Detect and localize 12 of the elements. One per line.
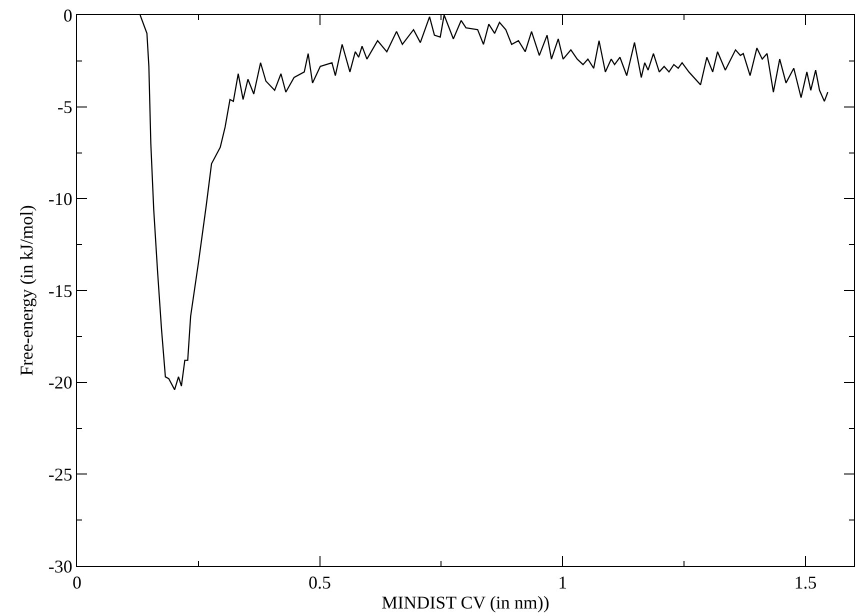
x-tick-label: 1.5: [794, 572, 817, 593]
y-tick-label: -5: [57, 97, 72, 118]
y-axis-title: Free-energy (in kJ/mol): [16, 205, 37, 376]
y-tick-label: -30: [48, 556, 72, 576]
y-tick-label: 0: [63, 5, 72, 26]
x-axis-title: MINDIST CV (in nm)): [382, 592, 550, 613]
x-tick-label: 0.5: [308, 572, 332, 593]
y-tick-label: -10: [48, 188, 72, 209]
y-tick-label: -15: [48, 280, 72, 301]
y-tick-label: -25: [48, 464, 72, 484]
y-tick-label: -20: [48, 372, 72, 393]
x-tick-label: 1: [558, 572, 568, 593]
